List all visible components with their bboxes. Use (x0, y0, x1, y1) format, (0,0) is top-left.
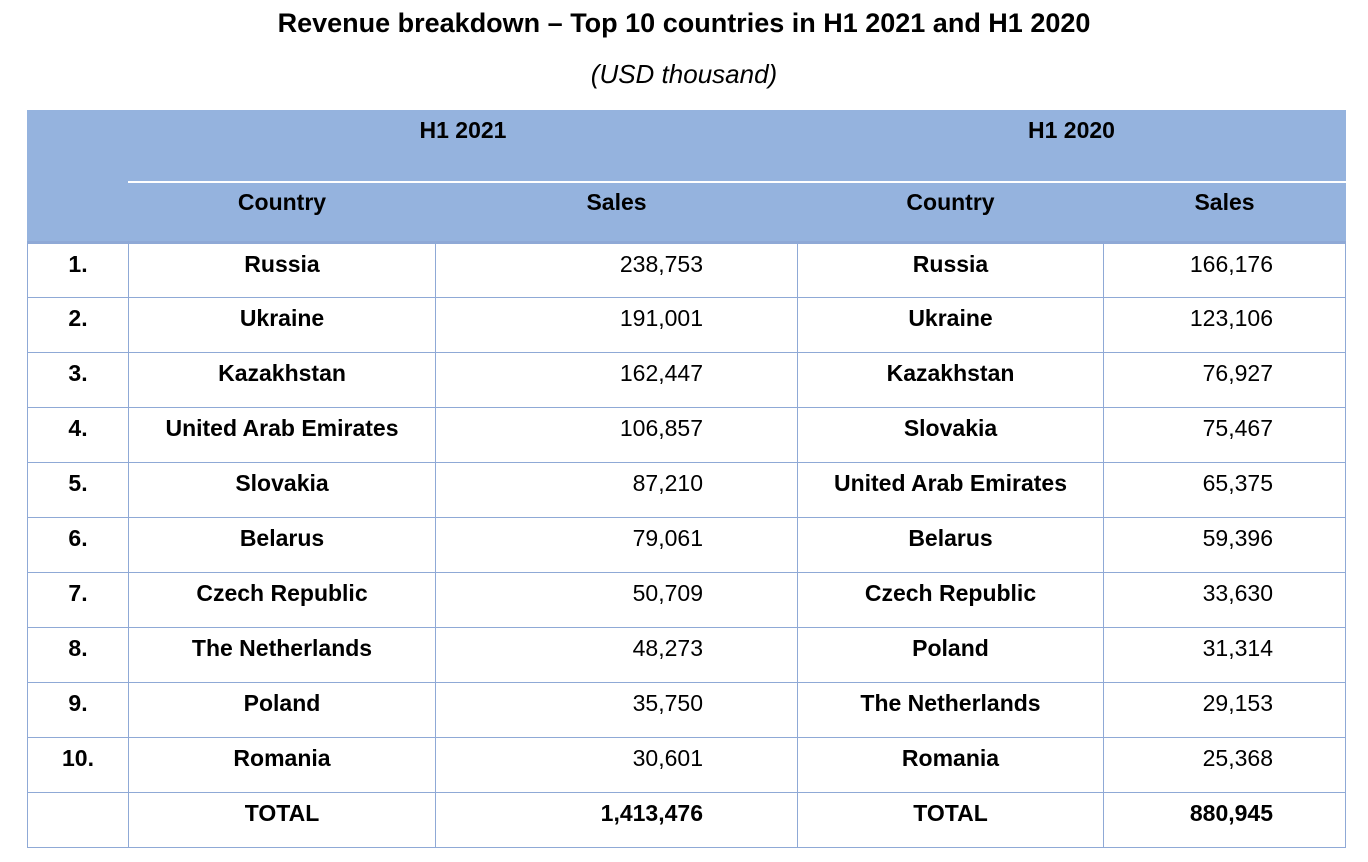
table-row: 6. Belarus 79,061 Belarus 59,396 (27, 517, 1346, 573)
table-row: 10. Romania 30,601 Romania 25,368 (27, 737, 1346, 793)
rank-cell: 5. (27, 462, 129, 518)
sales-2021-cell: 162,447 (435, 352, 798, 408)
sales-2020-cell: 29,153 (1103, 682, 1346, 738)
sales-header-2020: Sales (1103, 181, 1346, 243)
table-row: 9. Poland 35,750 The Netherlands 29,153 (27, 682, 1346, 738)
country-2020-cell: Belarus (797, 517, 1104, 573)
empty-header-cell (27, 181, 129, 243)
sales-2021-cell: 35,750 (435, 682, 798, 738)
table-row: 4. United Arab Emirates 106,857 Slovakia… (27, 407, 1346, 463)
sales-2020-cell: 59,396 (1103, 517, 1346, 573)
country-2021-cell: Romania (128, 737, 436, 793)
total-row: TOTAL 1,413,476 TOTAL 880,945 (27, 792, 1346, 848)
country-2020-cell: United Arab Emirates (797, 462, 1104, 518)
rank-cell: 2. (27, 297, 129, 353)
country-2021-cell: Russia (128, 241, 436, 298)
total-sales-2021: 1,413,476 (435, 792, 798, 848)
sales-2020-cell: 33,630 (1103, 572, 1346, 628)
country-2020-cell: Kazakhstan (797, 352, 1104, 408)
sales-2020-cell: 166,176 (1103, 241, 1346, 298)
empty-header-cell (27, 110, 129, 182)
table-row: 3. Kazakhstan 162,447 Kazakhstan 76,927 (27, 352, 1346, 408)
country-2021-cell: Poland (128, 682, 436, 738)
total-label-2021: TOTAL (128, 792, 436, 848)
country-2021-cell: The Netherlands (128, 627, 436, 683)
country-2021-cell: Ukraine (128, 297, 436, 353)
table-row: 1. Russia 238,753 Russia 166,176 (27, 241, 1346, 298)
rank-cell: 3. (27, 352, 129, 408)
table-row: 5. Slovakia 87,210 United Arab Emirates … (27, 462, 1346, 518)
country-2021-cell: Belarus (128, 517, 436, 573)
sales-2021-cell: 87,210 (435, 462, 798, 518)
period-header-2020: H1 2020 (797, 110, 1346, 182)
country-2020-cell: Poland (797, 627, 1104, 683)
table-row: 2. Ukraine 191,001 Ukraine 123,106 (27, 297, 1346, 353)
sales-2021-cell: 106,857 (435, 407, 798, 463)
sales-2020-cell: 123,106 (1103, 297, 1346, 353)
sales-2020-cell: 65,375 (1103, 462, 1346, 518)
sales-2021-cell: 50,709 (435, 572, 798, 628)
sales-2020-cell: 76,927 (1103, 352, 1346, 408)
table-row: 8. The Netherlands 48,273 Poland 31,314 (27, 627, 1346, 683)
sales-2021-cell: 30,601 (435, 737, 798, 793)
rank-cell: 7. (27, 572, 129, 628)
rank-cell: 9. (27, 682, 129, 738)
rank-cell: 1. (27, 241, 129, 298)
country-2020-cell: Romania (797, 737, 1104, 793)
page-subtitle: (USD thousand) (590, 59, 778, 89)
country-2021-cell: Kazakhstan (128, 352, 436, 408)
table-row: 7. Czech Republic 50,709 Czech Republic … (27, 572, 1346, 628)
country-2020-cell: Russia (797, 241, 1104, 298)
period-header-row: H1 2021 H1 2020 (27, 110, 1346, 182)
rank-cell: 8. (27, 627, 129, 683)
country-header-2021: Country (128, 181, 436, 243)
country-2020-cell: Slovakia (797, 407, 1104, 463)
rank-cell (27, 792, 129, 848)
sales-2021-cell: 48,273 (435, 627, 798, 683)
total-label-2020: TOTAL (797, 792, 1104, 848)
sales-2021-cell: 79,061 (435, 517, 798, 573)
page-title: Revenue breakdown – Top 10 countries in … (277, 8, 1091, 38)
sales-2020-cell: 25,368 (1103, 737, 1346, 793)
column-header-row: Country Sales Country Sales (27, 181, 1346, 243)
sales-header-2021: Sales (435, 181, 798, 243)
rank-cell: 4. (27, 407, 129, 463)
country-2021-cell: Slovakia (128, 462, 436, 518)
total-sales-2020: 880,945 (1103, 792, 1346, 848)
sales-2020-cell: 31,314 (1103, 627, 1346, 683)
revenue-table: H1 2021 H1 2020 Country Sales Country Sa… (27, 110, 1346, 848)
country-2020-cell: Czech Republic (797, 572, 1104, 628)
country-2021-cell: United Arab Emirates (128, 407, 436, 463)
country-2020-cell: Ukraine (797, 297, 1104, 353)
country-2021-cell: Czech Republic (128, 572, 436, 628)
country-header-2020: Country (797, 181, 1104, 243)
period-header-2021: H1 2021 (128, 110, 798, 182)
sales-2020-cell: 75,467 (1103, 407, 1346, 463)
rank-cell: 6. (27, 517, 129, 573)
country-2020-cell: The Netherlands (797, 682, 1104, 738)
sales-2021-cell: 191,001 (435, 297, 798, 353)
rank-cell: 10. (27, 737, 129, 793)
sales-2021-cell: 238,753 (435, 241, 798, 298)
